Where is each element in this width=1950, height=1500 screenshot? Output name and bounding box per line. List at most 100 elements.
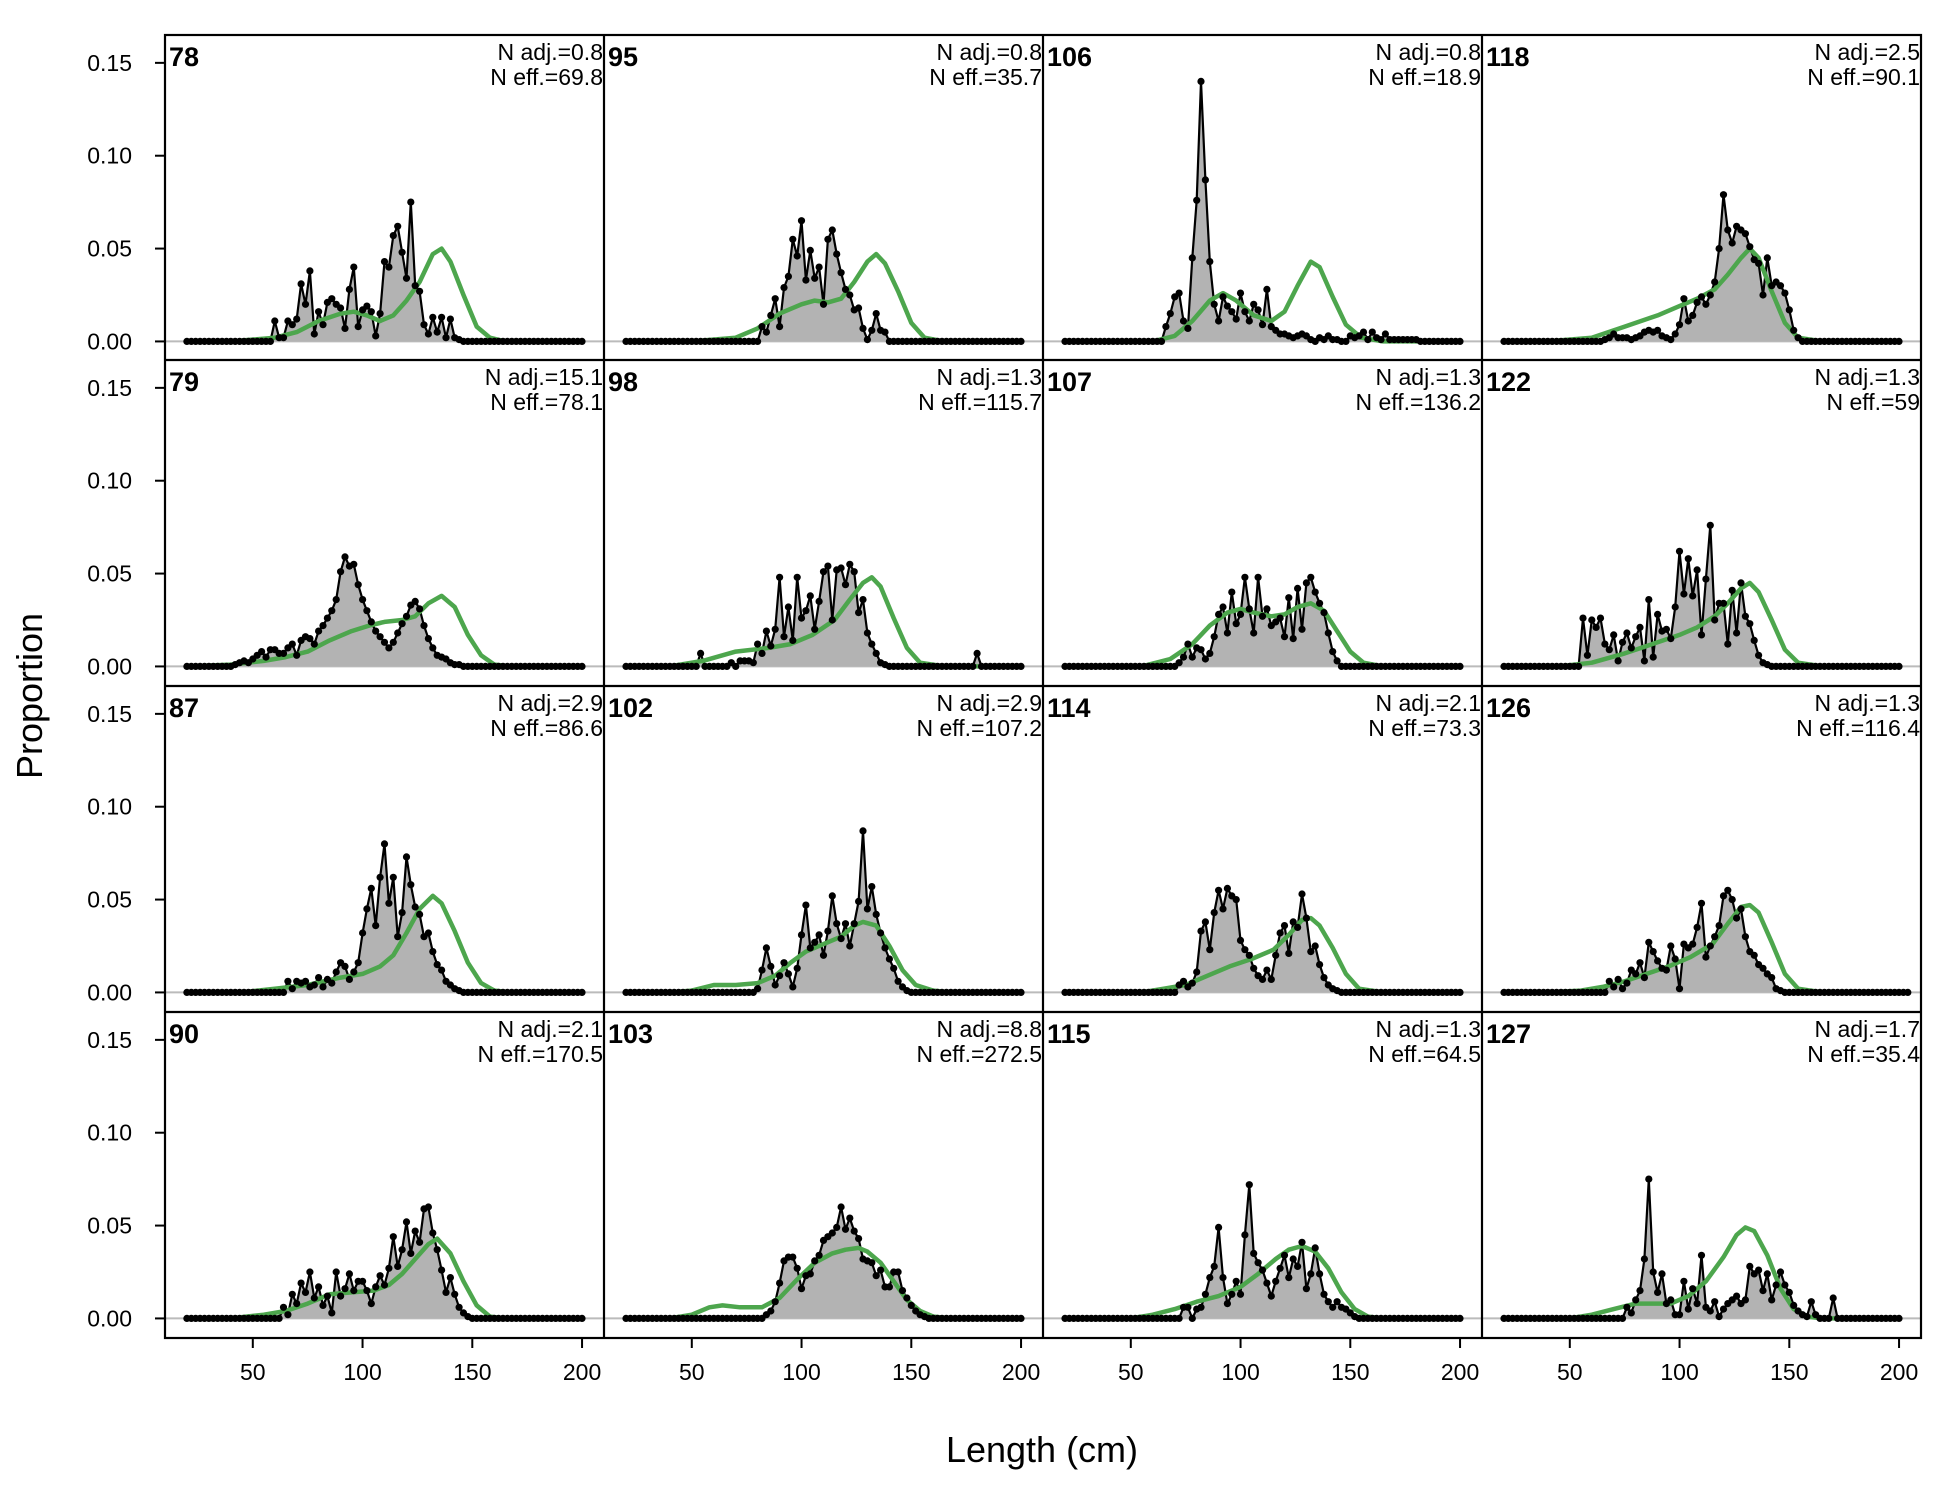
observed-point bbox=[1618, 1314, 1627, 1322]
observed-point bbox=[1219, 603, 1227, 611]
observed-point bbox=[337, 568, 345, 576]
observed-point bbox=[815, 597, 823, 606]
observed-point bbox=[416, 605, 424, 613]
observed-point bbox=[394, 222, 402, 230]
observed-point bbox=[758, 323, 766, 331]
observed-point bbox=[1689, 311, 1697, 319]
observed-point bbox=[1215, 317, 1223, 325]
observed-area bbox=[1065, 81, 1460, 342]
observed-area bbox=[186, 1207, 582, 1319]
observed-point bbox=[811, 1257, 819, 1265]
observed-point bbox=[1601, 640, 1609, 648]
n-adj-label: N adj.=2.1 bbox=[1376, 690, 1482, 716]
observed-area bbox=[1504, 1179, 1899, 1319]
observed-point bbox=[754, 640, 762, 648]
observed-point bbox=[1807, 1298, 1815, 1306]
axes: 0.00 0.05 0.10 0.15 0.00 0.05 0.10 0.15 0.00 0.05… bbox=[87, 33, 1923, 1385]
observed-point bbox=[288, 640, 296, 648]
y-tick-label: 0.15 bbox=[87, 50, 132, 76]
observed-point bbox=[837, 564, 845, 572]
observed-point bbox=[389, 873, 397, 881]
observed-point bbox=[802, 607, 810, 615]
observed-point bbox=[1614, 657, 1622, 665]
observed-point bbox=[1298, 890, 1306, 898]
observed-point bbox=[1768, 1296, 1776, 1304]
observed-point bbox=[1236, 936, 1245, 945]
observed-point bbox=[385, 263, 393, 271]
panel-year-label: 127 bbox=[1486, 1019, 1531, 1049]
observed-point bbox=[1658, 1270, 1666, 1278]
observed-point bbox=[1267, 1292, 1275, 1300]
observed-point bbox=[1667, 942, 1675, 950]
observed-point bbox=[341, 553, 349, 561]
panel-year-label: 107 bbox=[1047, 367, 1092, 397]
observed-point bbox=[1210, 1262, 1218, 1270]
observed-area bbox=[1504, 525, 1899, 667]
observed-point bbox=[258, 648, 266, 656]
observed-point bbox=[1188, 979, 1196, 987]
observed-point bbox=[367, 308, 375, 316]
x-axis-title: Length (cm) bbox=[946, 1429, 1138, 1470]
observed-point bbox=[1772, 1281, 1780, 1289]
observed-point bbox=[789, 983, 797, 991]
observed-point bbox=[1219, 1274, 1227, 1282]
observed-point bbox=[310, 330, 318, 338]
observed-point bbox=[438, 1266, 446, 1274]
observed-point bbox=[301, 300, 310, 308]
observed-point bbox=[1184, 640, 1192, 648]
panel-year-label: 126 bbox=[1486, 693, 1531, 723]
observed-point bbox=[1733, 1292, 1741, 1300]
observed-point bbox=[402, 1218, 411, 1226]
observed-point bbox=[793, 573, 801, 581]
observed-point bbox=[1741, 1296, 1749, 1304]
observed-point bbox=[372, 627, 380, 635]
observed-point bbox=[438, 313, 446, 321]
observed-point bbox=[1803, 1313, 1811, 1321]
observed-point bbox=[1711, 933, 1719, 941]
observed-point bbox=[828, 1229, 836, 1237]
n-eff-label: N eff.=170.5 bbox=[477, 1041, 603, 1067]
panel-98: 98 N adj.=1.3N eff.=115.7 bbox=[604, 364, 1043, 671]
observed-point bbox=[758, 649, 766, 658]
observed-point bbox=[1684, 1305, 1692, 1313]
observed-point bbox=[776, 972, 784, 980]
observed-point bbox=[1649, 948, 1657, 956]
observed-point bbox=[1689, 1285, 1697, 1293]
observed-point bbox=[350, 560, 358, 568]
observed-point bbox=[1605, 977, 1613, 985]
observed-point bbox=[424, 330, 432, 338]
observed-point bbox=[1193, 968, 1201, 976]
observed-point bbox=[446, 315, 454, 323]
y-tick-label: 0.10 bbox=[87, 143, 132, 169]
observed-point bbox=[1232, 315, 1240, 323]
observed-point bbox=[1219, 293, 1227, 301]
observed-point bbox=[1636, 623, 1644, 632]
observed-point bbox=[767, 311, 775, 319]
n-eff-label: N eff.=107.2 bbox=[916, 715, 1042, 741]
x-tick-label: 200 bbox=[1880, 1359, 1918, 1385]
observed-point bbox=[376, 310, 384, 318]
expected-line bbox=[626, 1245, 1021, 1321]
observed-point bbox=[797, 931, 806, 939]
x-tick-label: 200 bbox=[563, 1359, 601, 1385]
observed-point bbox=[1654, 957, 1662, 965]
observed-point bbox=[1728, 239, 1736, 247]
observed-point bbox=[376, 1272, 384, 1280]
observed-point bbox=[771, 625, 779, 633]
observed-point bbox=[877, 929, 885, 937]
observed-point bbox=[1583, 651, 1591, 659]
observed-point bbox=[1241, 573, 1249, 581]
observed-point bbox=[1746, 1262, 1754, 1270]
n-eff-label: N eff.=90.1 bbox=[1807, 64, 1920, 90]
observed-point bbox=[863, 336, 872, 344]
observed-point bbox=[841, 581, 850, 589]
observed-point bbox=[846, 291, 854, 299]
observed-point bbox=[1329, 648, 1337, 656]
observed-point bbox=[1215, 1223, 1223, 1231]
observed-point bbox=[776, 323, 784, 331]
panel-year-label: 115 bbox=[1047, 1019, 1091, 1049]
observed-point bbox=[398, 909, 406, 917]
observed-point bbox=[1684, 317, 1692, 325]
observed-point bbox=[363, 1287, 371, 1295]
observed-point bbox=[1675, 547, 1684, 555]
